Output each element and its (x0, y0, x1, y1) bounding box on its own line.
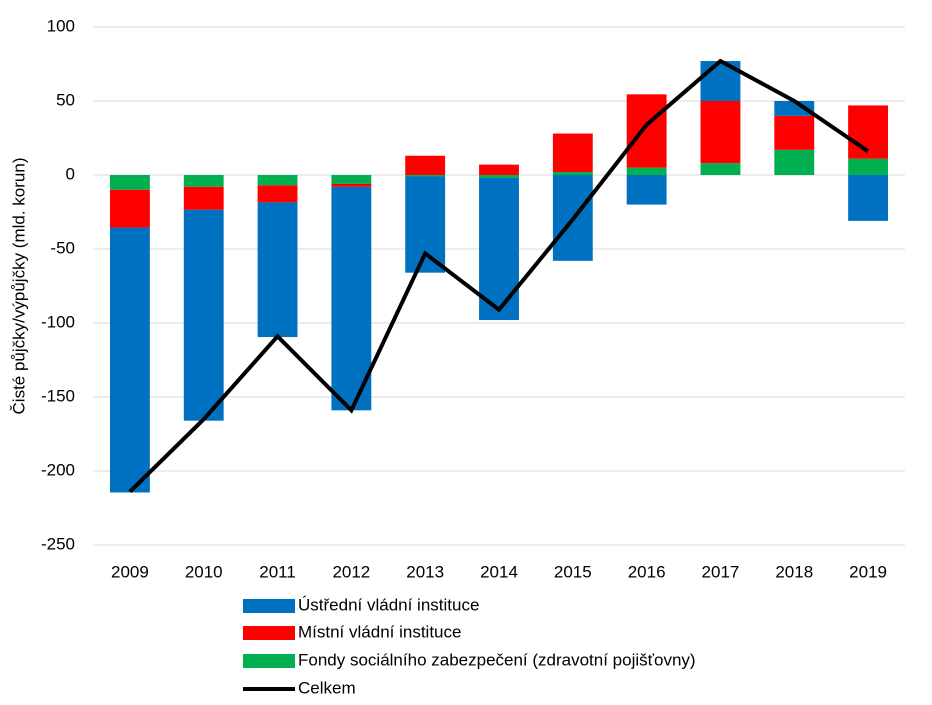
x-tick-label: 2014 (480, 562, 518, 581)
legend-label: Ústřední vládní instituce (298, 595, 479, 614)
x-tick-label: 2012 (332, 562, 370, 581)
bar-segment (183, 209, 224, 421)
bar-segment (700, 163, 741, 175)
bar-segment (331, 186, 372, 411)
legend-label: Místní vládní instituce (298, 622, 461, 641)
y-tick-label: 0 (66, 164, 75, 183)
y-tick-label: 100 (47, 16, 75, 35)
y-tick-label: -50 (50, 238, 75, 257)
bar-segment (626, 94, 667, 168)
bar-segment (331, 183, 372, 187)
bar-segment (552, 133, 593, 173)
bar-segment (479, 164, 519, 175)
y-tick-label: -100 (41, 312, 75, 331)
bar-segment (109, 189, 150, 228)
x-tick-label: 2013 (406, 562, 444, 581)
bar-segment (848, 158, 889, 175)
bar-segment (183, 175, 224, 187)
y-axis-title: Čisté půjčky/výpůjčky (mld. korun) (9, 158, 28, 415)
total-line (128, 58, 870, 494)
x-tick-label: 2019 (849, 562, 887, 581)
bar-segment (848, 175, 889, 221)
legend-label: Fondy sociálního zabezpečení (zdravotní … (298, 650, 696, 669)
bar-segment (109, 227, 150, 493)
bar-segment (257, 202, 298, 338)
bar-segment (183, 186, 224, 210)
x-tick-label: 2018 (775, 562, 813, 581)
x-tick-label: 2011 (259, 562, 296, 581)
legend-swatch (243, 626, 295, 640)
bar-segment (552, 172, 593, 175)
y-tick-label: -250 (41, 534, 75, 553)
bar-segment (405, 175, 446, 177)
x-tick-label: 2016 (628, 562, 666, 581)
legend-swatch (243, 654, 295, 668)
bar-segment (774, 115, 815, 150)
bar-segment (405, 155, 446, 175)
bar-segment (109, 175, 150, 190)
x-tick-label: 2017 (702, 562, 740, 581)
x-tick-label: 2010 (185, 562, 223, 581)
bar-segment (700, 101, 741, 164)
y-tick-label: 50 (56, 90, 75, 109)
legend-label: Celkem (298, 678, 356, 697)
y-tick-label: -200 (41, 460, 75, 479)
bar-segment (479, 175, 519, 178)
legend-swatch (243, 599, 295, 613)
x-tick-label: 2015 (554, 562, 592, 581)
bar-segment (626, 167, 667, 175)
bar-segment (405, 176, 446, 273)
bar-segment (626, 175, 667, 205)
bar-segment (257, 185, 298, 203)
x-tick-label: 2009 (111, 562, 149, 581)
bar-segment (774, 101, 815, 116)
bar-segment (774, 149, 815, 175)
y-tick-label: -150 (41, 386, 75, 405)
bar-segment (257, 175, 298, 186)
bar-segment (331, 175, 372, 184)
